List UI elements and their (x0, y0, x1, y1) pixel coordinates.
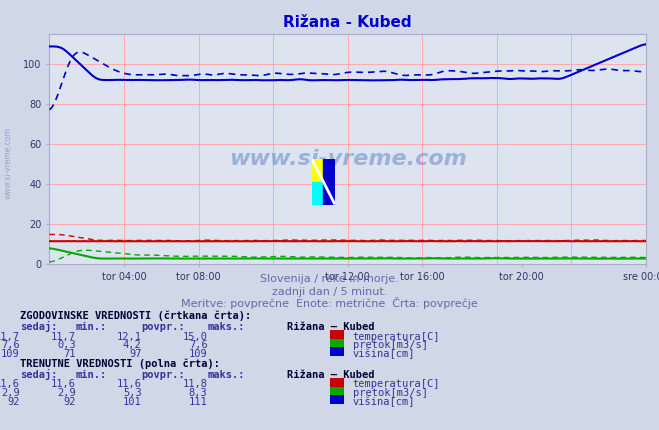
Text: www.si-vreme.com: www.si-vreme.com (229, 149, 467, 169)
Text: zadnji dan / 5 minut.: zadnji dan / 5 minut. (272, 286, 387, 297)
Text: 111: 111 (189, 396, 208, 407)
Text: sedaj:: sedaj: (20, 369, 57, 380)
Text: 8,3: 8,3 (189, 388, 208, 398)
Text: 11,6: 11,6 (117, 379, 142, 390)
Text: 11,6: 11,6 (51, 379, 76, 390)
Text: 92: 92 (7, 396, 20, 407)
Text: Rižana – Kubed: Rižana – Kubed (287, 369, 374, 380)
Text: 0,3: 0,3 (57, 340, 76, 350)
Text: 2,9: 2,9 (57, 388, 76, 398)
Text: 109: 109 (189, 349, 208, 359)
Text: pretok[m3/s]: pretok[m3/s] (353, 340, 428, 350)
Text: Slovenija / reke in morje.: Slovenija / reke in morje. (260, 273, 399, 284)
Text: maks.:: maks.: (208, 322, 245, 332)
Text: min.:: min.: (76, 369, 107, 380)
Text: 7,6: 7,6 (189, 340, 208, 350)
Text: 11,7: 11,7 (0, 332, 20, 342)
Text: ZGODOVINSKE VREDNOSTI (črtkana črta):: ZGODOVINSKE VREDNOSTI (črtkana črta): (20, 310, 251, 321)
Text: 7,6: 7,6 (1, 340, 20, 350)
Text: 5,3: 5,3 (123, 388, 142, 398)
Text: www.si-vreme.com: www.si-vreme.com (3, 127, 13, 200)
Text: 97: 97 (129, 349, 142, 359)
Text: Meritve: povprečne  Enote: metrične  Črta: povprečje: Meritve: povprečne Enote: metrične Črta:… (181, 298, 478, 310)
Text: 11,6: 11,6 (0, 379, 20, 390)
Text: temperatura[C]: temperatura[C] (353, 379, 440, 390)
Title: Rižana - Kubed: Rižana - Kubed (283, 15, 412, 31)
Bar (324, 159, 335, 205)
Text: 4,2: 4,2 (123, 340, 142, 350)
Text: 101: 101 (123, 396, 142, 407)
Text: 109: 109 (1, 349, 20, 359)
Text: TRENUTNE VREDNOSTI (polna črta):: TRENUTNE VREDNOSTI (polna črta): (20, 358, 219, 369)
Text: višina[cm]: višina[cm] (353, 348, 415, 359)
Text: 12,1: 12,1 (117, 332, 142, 342)
Text: 92: 92 (63, 396, 76, 407)
Text: višina[cm]: višina[cm] (353, 396, 415, 407)
Text: temperatura[C]: temperatura[C] (353, 332, 440, 342)
Bar (312, 159, 324, 181)
Text: sedaj:: sedaj: (20, 321, 57, 332)
Text: povpr.:: povpr.: (142, 322, 185, 332)
Text: 11,7: 11,7 (51, 332, 76, 342)
Text: 15,0: 15,0 (183, 332, 208, 342)
Text: pretok[m3/s]: pretok[m3/s] (353, 388, 428, 398)
Text: 71: 71 (63, 349, 76, 359)
Text: min.:: min.: (76, 322, 107, 332)
Text: Rižana – Kubed: Rižana – Kubed (287, 322, 374, 332)
Bar (312, 181, 324, 205)
Text: 2,9: 2,9 (1, 388, 20, 398)
Text: maks.:: maks.: (208, 369, 245, 380)
Text: 11,8: 11,8 (183, 379, 208, 390)
Text: povpr.:: povpr.: (142, 369, 185, 380)
